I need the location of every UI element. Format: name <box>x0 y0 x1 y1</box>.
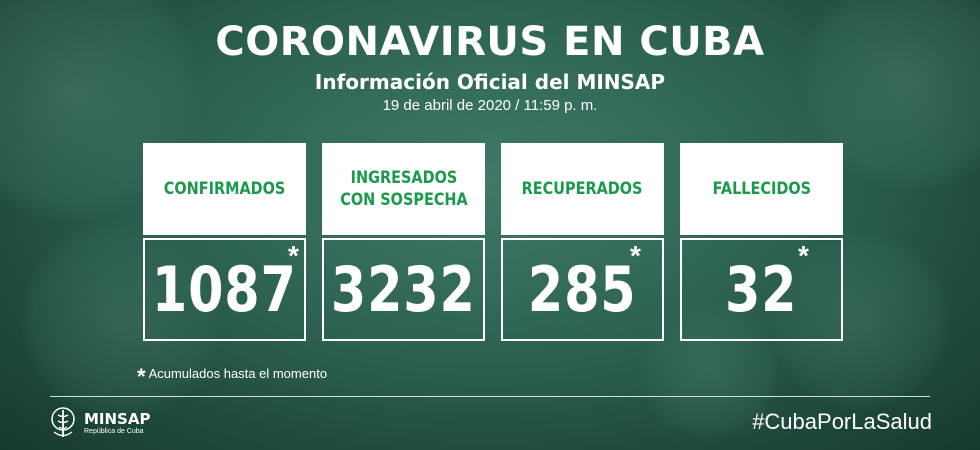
asterisk-mark: * <box>288 240 299 271</box>
card-label: RECUPERADOS <box>522 179 643 199</box>
card-header: CONFIRMADOS <box>143 143 306 235</box>
minsap-logo: MINSAP República de Cuba <box>48 406 150 440</box>
card-ingresados: INGRESADOS CON SOSPECHA 3232 <box>322 143 485 341</box>
card-body: 3232 <box>322 238 485 341</box>
card-value: 3232 <box>331 252 476 326</box>
asterisk-mark: * <box>137 364 146 389</box>
card-value: 32 <box>725 252 798 326</box>
virus-decoration <box>770 230 950 410</box>
card-body: 285 * <box>501 238 664 341</box>
asterisk-mark: * <box>630 240 641 271</box>
hashtag: #CubaPorLaSalud <box>752 409 932 434</box>
card-recuperados: RECUPERADOS 285 * <box>501 143 664 341</box>
footnote-text: Acumulados hasta el momento <box>148 366 328 381</box>
card-value: 1087 <box>152 252 297 326</box>
card-body: 1087 * <box>143 238 306 341</box>
card-label: FALLECIDOS <box>712 179 811 199</box>
page-subtitle: Información Oficial del MINSAP <box>314 70 666 94</box>
card-body: 32 * <box>680 238 843 341</box>
page-title: CORONAVIRUS EN CUBA <box>215 19 765 65</box>
card-header: FALLECIDOS <box>680 143 843 235</box>
card-header: RECUPERADOS <box>501 143 664 235</box>
card-label: CONFIRMADOS <box>163 179 286 199</box>
virus-decoration <box>20 220 220 420</box>
report-date: 19 de abril de 2020 / 11:59 p. m. <box>382 97 598 114</box>
card-label: INGRESADOS CON SOSPECHA <box>339 168 468 210</box>
footnote: * Acumulados hasta el momento <box>137 366 328 388</box>
asterisk-mark: * <box>798 240 809 271</box>
card-fallecidos: FALLECIDOS 32 * <box>680 143 843 341</box>
divider <box>50 396 930 397</box>
card-value: 285 <box>528 252 637 326</box>
logo-subtitle: República de Cuba <box>84 427 144 435</box>
logo-text: MINSAP República de Cuba <box>84 411 150 436</box>
card-header: INGRESADOS CON SOSPECHA <box>322 143 485 235</box>
caduceus-icon <box>51 407 75 437</box>
logo-name: MINSAP <box>84 409 151 428</box>
card-confirmados: CONFIRMADOS 1087 * <box>143 143 306 341</box>
